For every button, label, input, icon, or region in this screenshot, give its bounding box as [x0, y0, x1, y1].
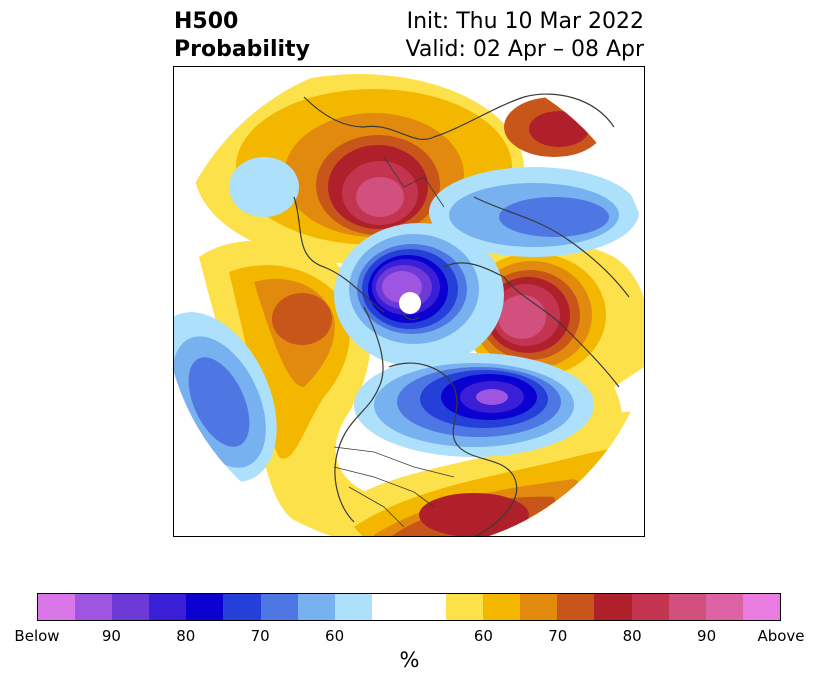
colorbar-cell: [557, 594, 595, 620]
us-state-lines: [333, 446, 455, 478]
probability-map: [173, 66, 645, 537]
colorbar-cell: [112, 594, 150, 620]
below-region-hudson-bay: [354, 353, 594, 457]
colorbar-ticks: Below 90 80 70 60 60 70 80 90 Above: [14, 627, 804, 647]
colorbar-tick-label: 60: [325, 627, 345, 645]
product-name: Probability: [174, 37, 310, 62]
colorbar-cell: [260, 594, 298, 620]
below-region-central-asia: [229, 157, 639, 257]
forecast-dates: Init: Thu 10 Mar 2022 Valid: 02 Apr – 08…: [406, 8, 645, 64]
colorbar-cell: [520, 594, 558, 620]
colorbar-tick-label: 60: [473, 627, 493, 645]
arctic-islands: [401, 312, 420, 321]
colorbar-cell: [223, 594, 261, 620]
colorbar: [37, 593, 781, 621]
east-asia-coast: [293, 196, 385, 313]
colorbar-tick-label: Above: [757, 627, 805, 645]
colorbar-unit: %: [399, 648, 420, 672]
siberia-coast: [303, 93, 615, 140]
colorbar-tick-label: 90: [697, 627, 717, 645]
colorbar-cell: [38, 594, 76, 620]
colorbar-cell: [668, 594, 706, 620]
hudson-bay-coast: [388, 362, 518, 536]
map-title: H500 Probability: [174, 8, 310, 64]
valid-period: Valid: 02 Apr – 08 Apr: [405, 37, 645, 62]
colorbar-cell: [594, 594, 632, 620]
colorbar-cell: [75, 594, 113, 620]
colorbar-tick-label: 80: [176, 627, 196, 645]
colorbar-cell: [483, 594, 521, 620]
north-america-west-coast: [334, 306, 384, 523]
colorbar-cell: [186, 594, 224, 620]
colorbar-tick-label: 70: [548, 627, 568, 645]
polar-map-canvas: [174, 67, 644, 536]
colorbar-cell: [334, 594, 372, 620]
colorbar-cell: [149, 594, 187, 620]
colorbar-cell: [446, 594, 484, 620]
init-date: Init: Thu 10 Mar 2022: [406, 9, 644, 34]
colorbar-cell: [297, 594, 335, 620]
colorbar-tick-label: Below: [14, 627, 60, 645]
colorbar-cell: [742, 594, 780, 620]
colorbar-cell: [371, 594, 409, 620]
below-region-arctic: [334, 223, 504, 367]
country-border: [383, 156, 445, 208]
colorbar-cell: [631, 594, 669, 620]
us-state-lines-2: [333, 466, 435, 508]
colorbar-tick-label: 80: [622, 627, 642, 645]
russia-north-coast: [473, 196, 630, 298]
field-name: H500: [174, 9, 239, 34]
pole-marker: [399, 292, 421, 314]
us-state-lines-3: [348, 486, 405, 528]
colorbar-tick-label: 90: [101, 627, 121, 645]
colorbar-cell: [705, 594, 743, 620]
colorbar-tick-label: 70: [250, 627, 270, 645]
colorbar-cell: [408, 594, 447, 620]
scandinavia-coast: [443, 262, 620, 388]
coastlines: [293, 93, 630, 536]
